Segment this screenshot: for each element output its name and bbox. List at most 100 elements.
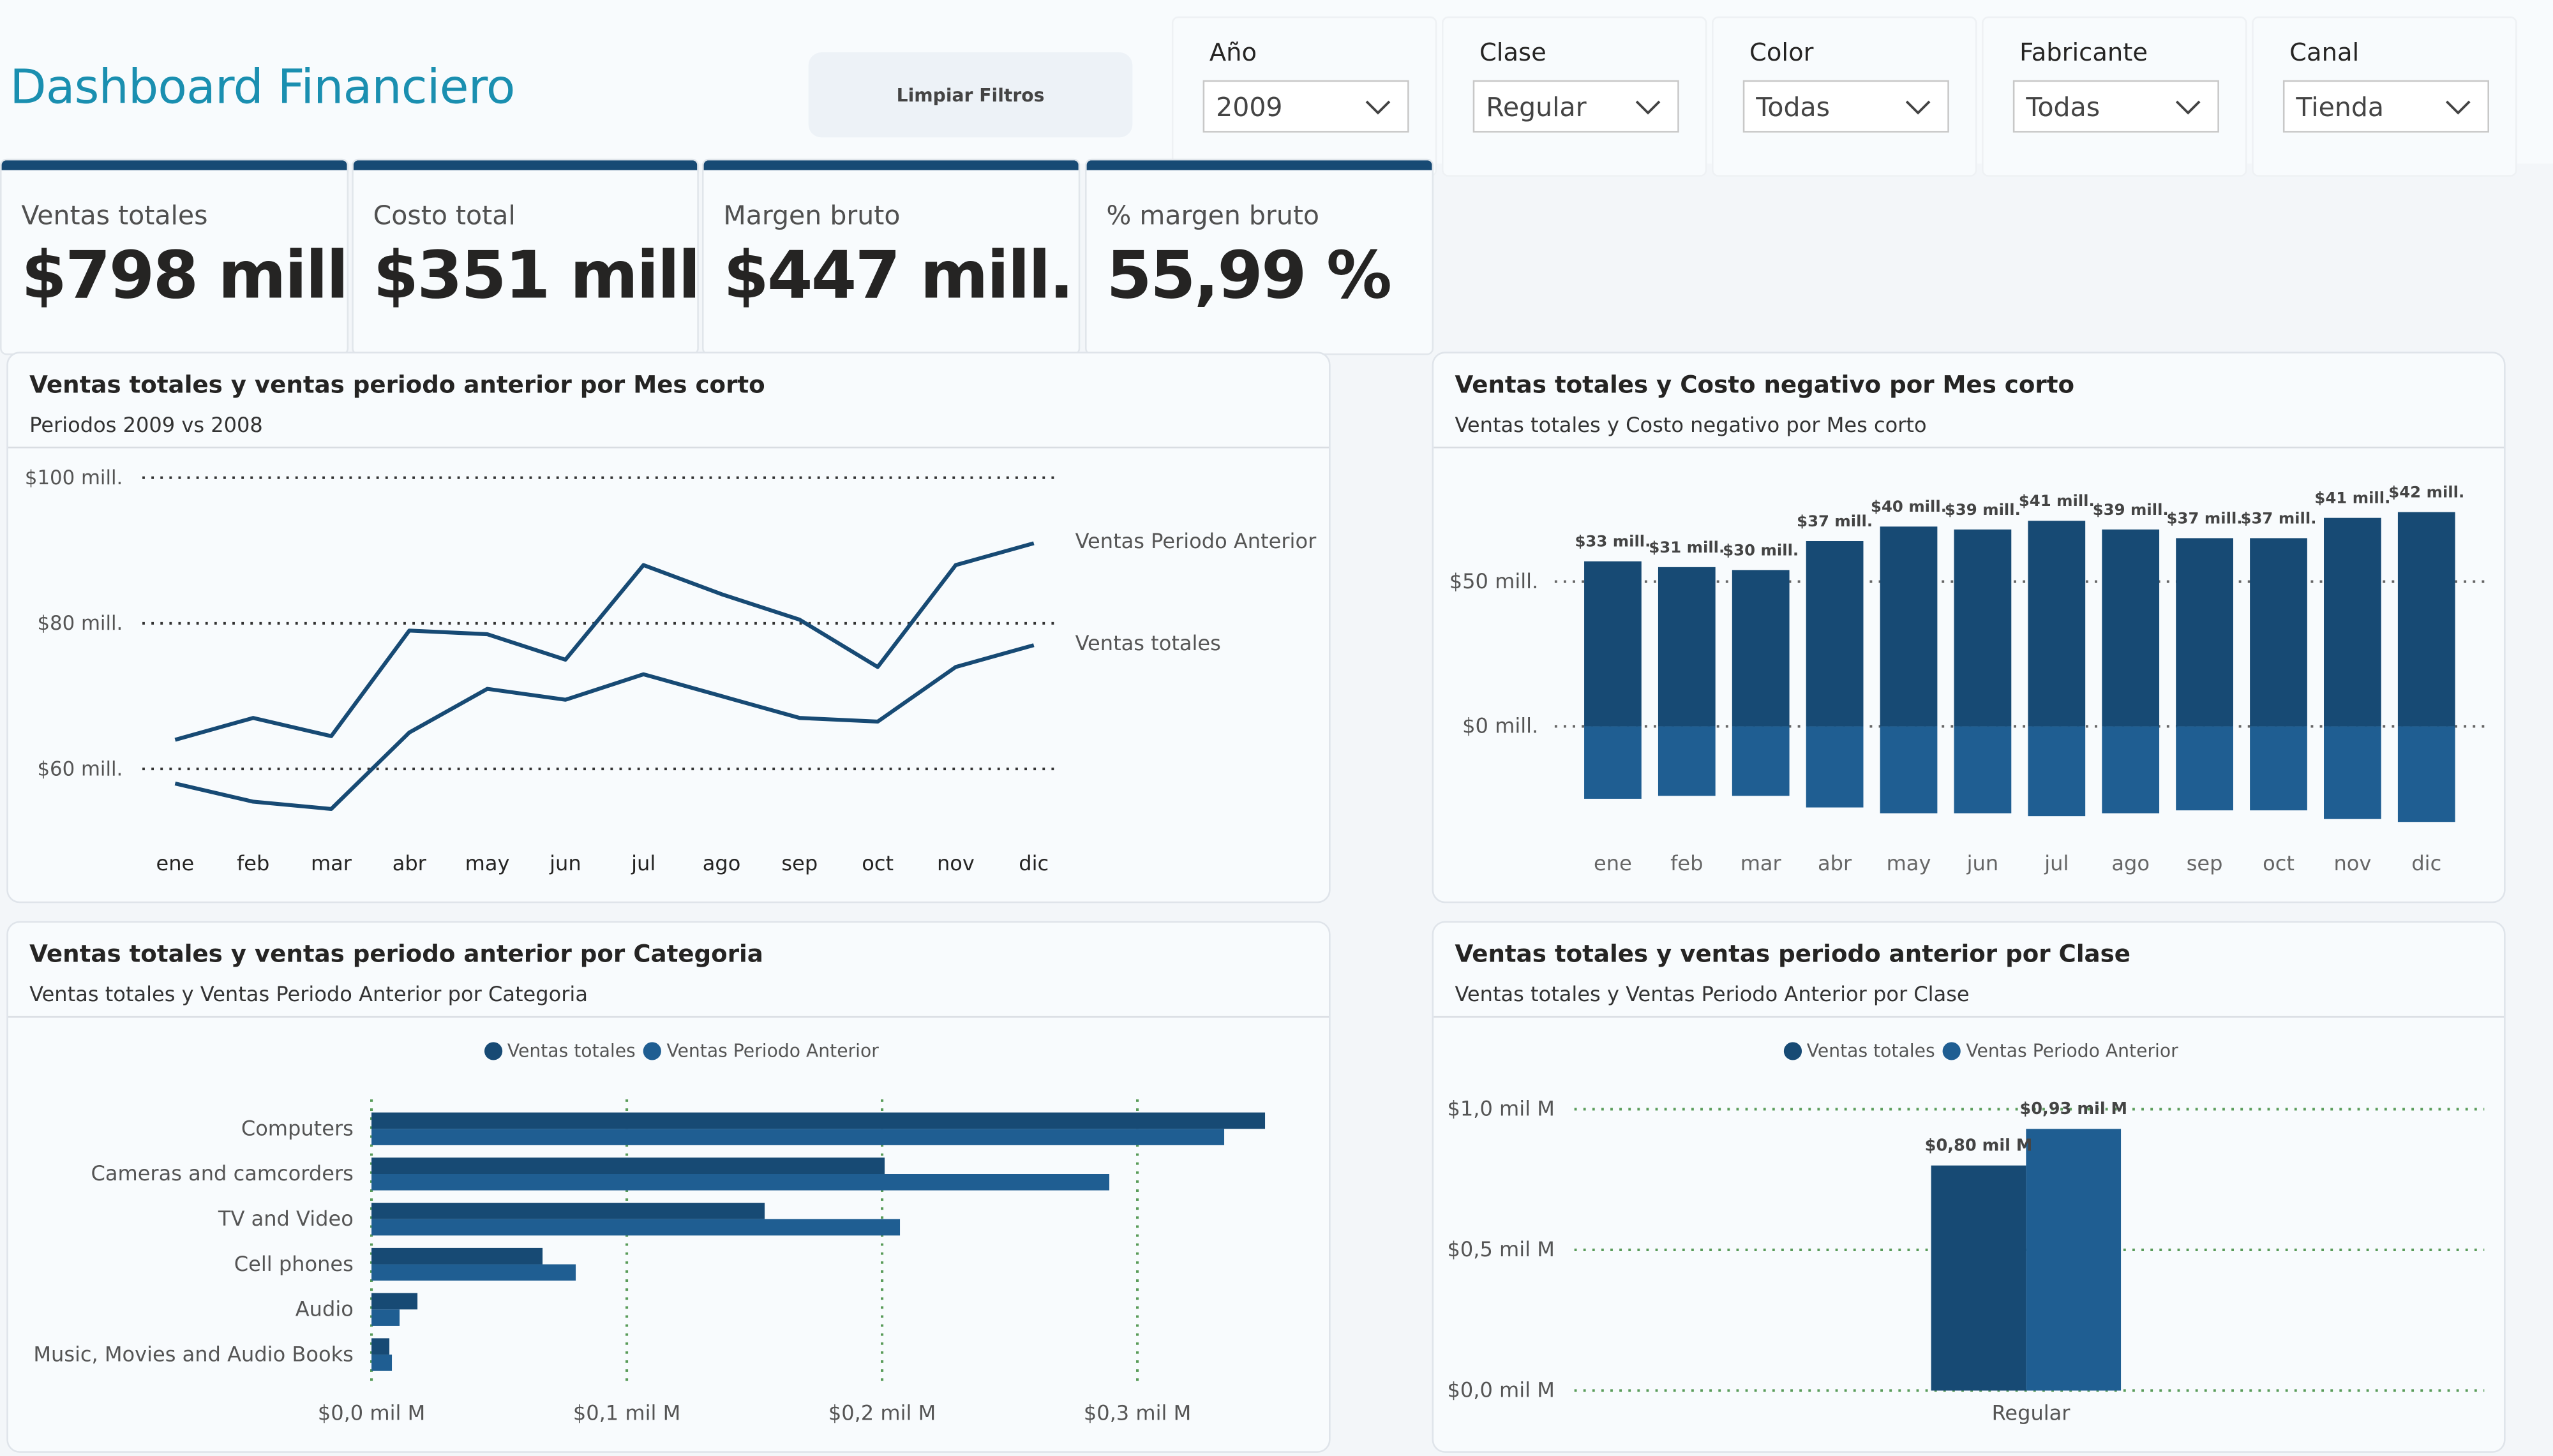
bar-costo-negativo — [2397, 726, 2455, 822]
bar-periodo-anterior — [371, 1173, 1110, 1191]
bar-ventas — [2102, 529, 2160, 727]
x-tick-label: may — [1887, 851, 1931, 875]
kpi-value: $351 mill. — [373, 239, 699, 315]
x-tick-label: feb — [237, 851, 269, 875]
legend-item-ventas-periodo-anterior[interactable]: Ventas Periodo Anterior — [643, 1041, 879, 1062]
panel-subtitle: Ventas totales y Ventas Periodo Anterior… — [1455, 981, 1970, 1006]
series-end-label: Ventas totales — [1075, 631, 1221, 655]
x-tick-label: $0,0 mil M — [318, 1401, 425, 1425]
line-chart: $60 mill. $80 mill. $100 mill. ene feb mar abr… — [25, 466, 1317, 875]
bar-costo-negativo — [1732, 726, 1790, 796]
legend-item-ventas-totales[interactable]: Ventas totales — [1783, 1041, 1935, 1062]
channel-dropdown[interactable]: Tienda — [2282, 80, 2489, 133]
kpi-card-margin-percent: % margen bruto 55,99 % — [1084, 158, 1434, 355]
bar-periodo-anterior — [371, 1355, 393, 1371]
kpi-accent-bar — [1086, 160, 1432, 170]
legend-item-ventas-periodo-anterior[interactable]: Ventas Periodo Anterior — [1943, 1041, 2178, 1062]
panel-divider — [1434, 1016, 2504, 1018]
bar-ventas — [371, 1157, 885, 1174]
category-bar-chart: $0,0 mil M $0,1 mil M $0,2 mil M $0,3 mil M… — [33, 1099, 1266, 1425]
x-tick-label: jun — [1966, 851, 1999, 875]
y-tick-label: $60 mill. — [37, 757, 123, 780]
slicer-year: Año 2009 — [1171, 16, 1437, 177]
panel-subtitle: Ventas totales y Costo negativo por Mes … — [1455, 412, 1927, 437]
kpi-card-gross-margin: Margen bruto $447 mill. — [701, 158, 1081, 355]
legend-label: Ventas Periodo Anterior — [1966, 1040, 2178, 1062]
x-tick-label: mar — [1741, 851, 1782, 875]
kpi-accent-bar — [353, 160, 698, 170]
bar-costo-negativo — [1584, 726, 1642, 799]
y-tick-label: $100 mill. — [25, 466, 123, 489]
color-dropdown[interactable]: Todas — [1742, 80, 1949, 133]
kpi-label: Margen bruto — [723, 199, 901, 231]
bar-ventas — [2397, 512, 2455, 727]
bar-ventas — [2250, 538, 2307, 727]
dashboard-title: Dashboard Financiero — [10, 59, 515, 115]
kpi-label: Costo total — [373, 199, 516, 231]
legend-label: Ventas totales — [507, 1040, 636, 1062]
x-tick-label: ago — [2111, 851, 2150, 875]
y-tick-label: $50 mill. — [1449, 569, 1538, 593]
kpi-accent-bar — [703, 160, 1079, 170]
x-tick-label: Regular — [1992, 1401, 2071, 1425]
slicer-class: Clase Regular — [1441, 16, 1707, 177]
manufacturer-dropdown[interactable]: Todas — [2012, 80, 2219, 133]
bar-ventas — [371, 1203, 765, 1219]
chart-legend: Ventas totales Ventas Periodo Anterior — [1783, 1041, 2187, 1062]
y-tick-label: Cell phones — [234, 1252, 354, 1276]
bar-costo-negativo — [2324, 726, 2381, 819]
year-dropdown[interactable]: 2009 — [1202, 80, 1409, 133]
y-tick-label: $0,5 mil M — [1447, 1237, 1554, 1261]
data-label: $39 mill. — [1945, 500, 2021, 519]
bar-ventas — [371, 1338, 390, 1355]
y-tick-label: $80 mill. — [37, 612, 123, 635]
cost-bar-chart-panel: Ventas totales y Costo negativo por Mes … — [1432, 352, 2506, 903]
bar-ventas — [1954, 529, 2012, 727]
data-label: $40 mill. — [1871, 497, 1947, 516]
slicer-color-label: Color — [1749, 37, 1814, 68]
kpi-card-total-sales: Ventas totales $798 mill. — [0, 158, 349, 355]
class-dropdown[interactable]: Regular — [1472, 80, 1679, 133]
data-label: $39 mill. — [2093, 500, 2169, 519]
data-label: $0,80 mil M — [1925, 1136, 2033, 1155]
slicer-manufacturer: Fabricante Todas — [1982, 16, 2247, 177]
clear-filters-button[interactable]: Limpiar Filtros — [808, 52, 1133, 138]
chevron-down-icon — [1635, 100, 1661, 115]
x-tick-label: ene — [1594, 851, 1632, 875]
data-label: $42 mill. — [2388, 483, 2464, 501]
panel-title: Ventas totales y Costo negativo por Mes … — [1455, 373, 2075, 399]
bar-costo-negativo — [2176, 726, 2233, 811]
x-tick-label: oct — [2263, 851, 2295, 875]
slicer-channel-label: Canal — [2289, 37, 2360, 68]
series-end-label: Ventas Periodo Anterior — [1075, 529, 1317, 553]
bar-periodo-anterior — [371, 1129, 1225, 1145]
x-tick-label: jul — [2044, 851, 2069, 875]
slicer-manufacturer-label: Fabricante — [2019, 37, 2148, 68]
panel-divider — [8, 1016, 1329, 1018]
kpi-label: % margen bruto — [1106, 199, 1320, 231]
legend-item-ventas-totales[interactable]: Ventas totales — [484, 1041, 636, 1062]
chart-legend: Ventas totales Ventas Periodo Anterior — [484, 1041, 887, 1062]
x-tick-label: $0,3 mil M — [1084, 1401, 1191, 1425]
x-tick-label: feb — [1670, 851, 1703, 875]
slicer-channel: Canal Tienda — [2252, 16, 2517, 177]
x-tick-label: abr — [1818, 851, 1852, 875]
bar-costo-negativo — [1954, 726, 2012, 813]
legend-dot — [643, 1042, 662, 1060]
bar-ventas — [1931, 1165, 2026, 1391]
x-tick-label: dic — [1019, 851, 1049, 875]
bar-periodo-anterior — [371, 1264, 576, 1281]
channel-dropdown-value: Tienda — [2296, 91, 2385, 123]
bar-ventas — [371, 1112, 1266, 1129]
chevron-down-icon — [2175, 100, 2201, 115]
bar-ventas — [1658, 567, 1716, 727]
x-tick-label: abr — [393, 851, 427, 875]
bar-ventas — [1880, 526, 1938, 727]
bar-costo-negativo — [2250, 726, 2307, 811]
data-label: $37 mill. — [1797, 512, 1873, 530]
line-chart-panel: Ventas totales y ventas periodo anterior… — [6, 352, 1331, 903]
data-label: $37 mill. — [2167, 509, 2243, 527]
series-line — [174, 643, 1035, 811]
bar-ventas — [1806, 540, 1864, 727]
bar-ventas — [1584, 561, 1642, 727]
